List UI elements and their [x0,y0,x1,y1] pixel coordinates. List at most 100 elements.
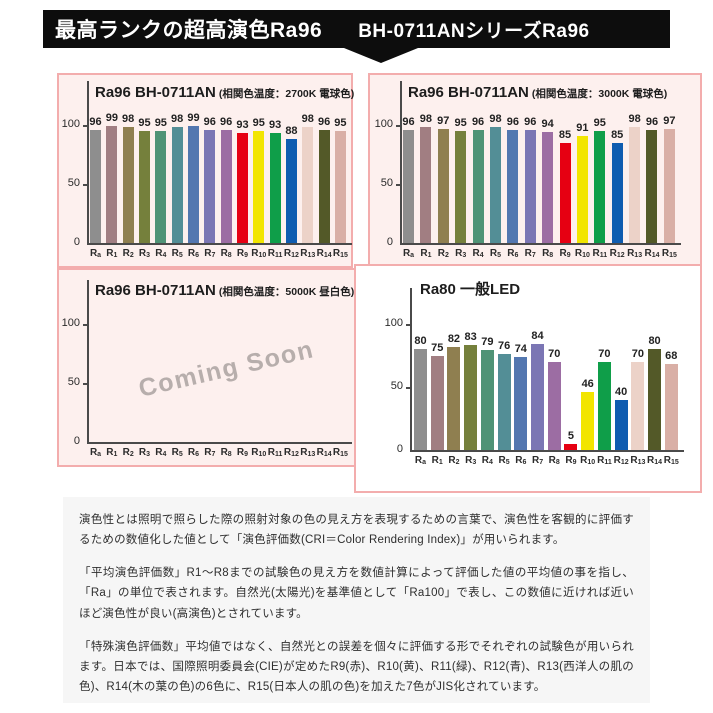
category-cell: R6 [514,455,527,466]
chart-title-text: Ra96 BH-0711AN [95,282,216,299]
bar-cell: 96 [506,81,519,243]
bar-cell: 97 [437,81,450,243]
bar-value-label: 96 [402,115,415,128]
description-paragraph-average-cri: 「平均演色評価数」R1～R8までの試験色の見え方を数値計算によって評価した値の平… [79,567,634,620]
category-label-r13: R13 [630,455,646,466]
bar-value-label: 84 [531,330,544,343]
bar-cell: 68 [664,288,678,450]
bar-cell: 70 [597,288,611,450]
bar-value-label: 98 [122,113,135,126]
category-label-r13: R13 [300,248,316,259]
bar-value-label: 96 [203,115,216,128]
bar-r12 [611,142,623,243]
bar-r13 [302,127,314,243]
bar-value-label: 83 [464,331,477,344]
bar-cell: 93 [236,81,249,243]
bar-r8 [220,129,232,243]
category-cell: R8 [542,248,553,259]
bar-cell: 84 [531,288,545,450]
bar-cell: 96 [318,81,330,243]
bar-value-label: 40 [615,385,628,398]
bar-r10 [253,130,265,243]
category-label-r9: R9 [236,447,249,458]
category-cell: R12 [614,455,629,466]
bar-value-label: 96 [506,115,519,128]
bar-r9 [236,133,248,243]
y-tick-label: 0 [73,236,80,248]
category-label-r6: R6 [507,248,519,259]
category-cell: R1 [431,455,444,466]
bar-cell: 98 [122,81,135,243]
category-cell: R11 [268,447,283,458]
coming-soon-label: Coming Soon [136,335,317,403]
bar-r5 [489,127,501,243]
bar-value-label: 80 [414,335,427,348]
category-label-r15: R15 [332,447,348,458]
bar-r6 [514,356,528,450]
header-title-series: BH-0711ANシリーズRa96 [358,20,590,42]
x-axis-line [400,243,681,245]
bar-cell: 80 [648,288,662,450]
bar-cell: 88 [285,81,298,243]
bar-ra [414,349,427,450]
bars-group: 80 75 82 83 79 76 74 84 70 5 46 70 40 70 80 68 [414,288,678,450]
bar-cell: 99 [187,81,200,243]
category-label-r8: R8 [220,248,232,259]
chart-title: Ra96 BH-0711AN (相関色温度：5000K 昼白色) [95,282,354,300]
category-label-r5: R5 [498,455,510,466]
category-label-r7: R7 [204,447,216,458]
bar-r10 [581,392,595,450]
bar-r15 [334,130,346,243]
bar-value-label: 99 [105,112,118,125]
y-tick-label: 50 [67,376,80,388]
category-cell: R3 [139,447,150,458]
category-axis: Ra R1 R2 R3 R4 R5 R6 R7 R8 R9 R10 R11 R12 R13 R14 R15 [90,248,348,259]
bar-cell: 95 [593,81,606,243]
category-label-r10: R10 [251,248,267,259]
bar-value-label: 97 [437,114,450,127]
bar-r1 [420,127,432,243]
bar-cell: 95 [455,81,467,243]
category-cell: R12 [283,248,299,259]
y-tick-mark [83,324,87,326]
bar-cell: 79 [480,288,494,450]
bar-value-label: 98 [301,113,314,126]
bar-value-label: 94 [541,118,554,131]
y-tick-mark [83,125,87,127]
category-cell: R14 [644,248,660,259]
bar-value-label: 95 [593,116,606,129]
category-label-r12: R12 [283,248,299,259]
category-label-r4: R4 [481,455,493,466]
bar-r15 [663,128,675,243]
y-axis-line [87,280,89,442]
bar-cell: 40 [614,288,628,450]
bar-value-label: 95 [252,116,265,129]
category-cell: R9 [564,455,577,466]
bar-cell: 98 [628,81,641,243]
bar-r13 [629,127,641,243]
bar-r9 [559,142,571,243]
category-label-r2: R2 [437,248,449,259]
bar-r11 [597,361,611,450]
category-cell: R12 [610,248,625,259]
category-cell: R4 [481,455,494,466]
bar-value-label: 68 [665,350,678,363]
category-cell: R13 [627,248,642,259]
bar-value-label: 75 [431,341,444,354]
bar-cell: 83 [464,288,478,450]
category-label-r1: R1 [106,248,118,259]
y-tick-label: 100 [384,317,403,329]
category-label-r14: R14 [644,248,660,259]
bar-cell: 70 [547,288,561,450]
bar-r8 [547,361,561,450]
bar-r8 [542,132,554,243]
category-label-r11: R11 [267,248,283,259]
bar-cell: 96 [89,81,102,243]
y-axis-line [87,81,89,243]
y-tick-label: 100 [61,118,80,130]
category-cell: R7 [204,248,215,259]
bar-value-label: 95 [138,116,151,129]
bar-cell: 91 [576,81,589,243]
category-label-r15: R15 [332,248,348,259]
